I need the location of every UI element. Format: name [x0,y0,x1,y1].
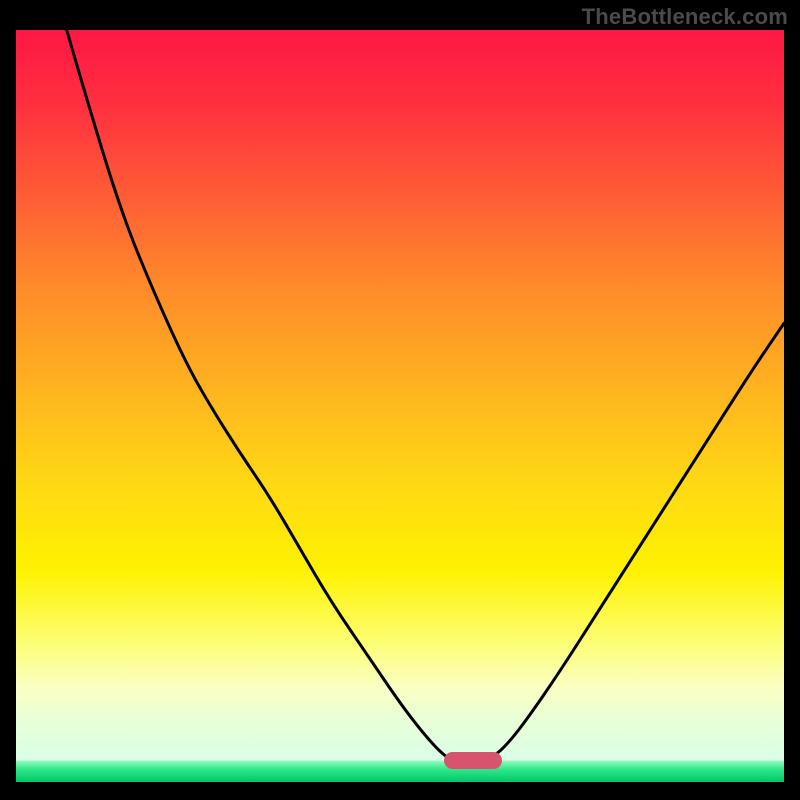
watermark-text: TheBottleneck.com [582,4,788,30]
trough-marker [444,752,502,769]
gradient-background [16,30,784,761]
chart-frame: TheBottleneck.com [0,0,800,800]
bottom-green-band [16,761,784,782]
plot-area [16,30,784,782]
